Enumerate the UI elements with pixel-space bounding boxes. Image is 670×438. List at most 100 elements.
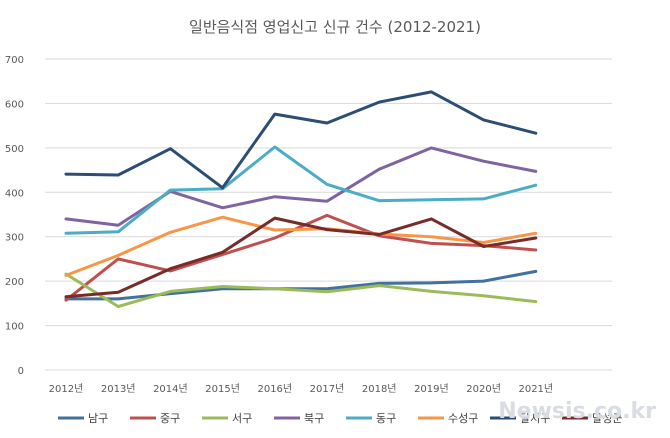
data-point	[221, 251, 224, 254]
data-point	[430, 235, 433, 238]
data-point	[482, 245, 485, 248]
legend-item: 동구	[346, 412, 396, 425]
x-tick-label: 2016년	[257, 383, 292, 395]
data-point	[64, 172, 68, 176]
legend-label: 중구	[160, 412, 180, 425]
data-point	[169, 188, 172, 192]
data-point	[273, 228, 276, 232]
data-point	[221, 186, 224, 190]
data-point	[169, 147, 172, 150]
data-point	[482, 241, 485, 244]
legend-item: 달서구	[490, 412, 550, 425]
data-point	[169, 267, 172, 270]
data-point	[378, 199, 381, 202]
data-point	[169, 231, 172, 234]
data-point	[117, 223, 120, 227]
data-point	[430, 198, 433, 202]
data-point	[534, 270, 537, 273]
data-point	[430, 281, 433, 285]
data-point	[378, 284, 381, 287]
series-line-8	[64, 216, 538, 299]
series-line-4	[64, 146, 538, 227]
x-tick-label: 2012년	[49, 383, 84, 395]
data-point	[221, 206, 224, 210]
data-point	[325, 199, 329, 203]
data-point	[325, 290, 329, 294]
legend-item: 수성구	[418, 412, 478, 425]
data-point	[378, 233, 381, 236]
y-tick-label: 600	[5, 99, 24, 110]
data-point	[117, 173, 120, 177]
data-point	[482, 197, 485, 201]
data-point	[325, 214, 329, 217]
x-tick-label: 2013년	[101, 383, 136, 395]
y-axis: 0 100 200 300 400 500 600 700	[5, 55, 24, 377]
data-point	[534, 170, 537, 173]
data-point	[117, 305, 120, 308]
data-point	[273, 287, 276, 290]
y-tick-label: 100	[5, 322, 24, 333]
data-point	[482, 294, 485, 298]
data-point	[273, 145, 276, 149]
series-line-6	[64, 215, 538, 277]
data-point	[64, 295, 68, 298]
data-point	[430, 242, 433, 245]
series-line-2	[64, 213, 538, 302]
data-point	[169, 290, 172, 293]
legend-label: 수성구	[448, 412, 478, 425]
data-point	[325, 287, 329, 290]
data-point	[378, 282, 381, 285]
data-point	[221, 287, 224, 290]
data-point	[117, 297, 120, 301]
data-point	[64, 231, 68, 235]
series-layer	[64, 90, 538, 308]
data-point	[378, 100, 381, 104]
legend-label: 북구	[304, 412, 324, 425]
data-point	[117, 254, 120, 257]
data-point	[273, 236, 276, 240]
data-point	[221, 285, 224, 288]
data-point	[534, 183, 537, 187]
y-tick-label: 300	[5, 233, 24, 244]
legend-item: 달성군	[562, 412, 622, 425]
x-tick-label: 2015년	[205, 383, 240, 395]
legend-label: 달서구	[520, 412, 550, 425]
chart-title: 일반음식점 영업신고 신규 건수 (2012-2021)	[189, 18, 481, 36]
x-tick-label: 2021년	[518, 383, 553, 395]
data-point	[378, 167, 381, 171]
legend-item: 남구	[58, 412, 108, 425]
legend-item: 북구	[274, 412, 324, 425]
data-point	[64, 274, 68, 277]
y-tick-label: 0	[18, 366, 24, 377]
data-point	[273, 216, 276, 220]
data-point	[430, 217, 433, 221]
legend-item: 중구	[130, 412, 180, 425]
x-tick-label: 2020년	[466, 383, 501, 395]
series-line-5	[64, 145, 538, 235]
y-tick-label: 400	[5, 188, 24, 199]
legend-label: 동구	[376, 412, 396, 425]
data-point	[482, 159, 485, 163]
data-point	[117, 230, 120, 234]
data-point	[534, 300, 537, 303]
x-tick-label: 2017년	[310, 383, 345, 395]
watermark: Newsis.co.kr	[498, 399, 656, 424]
data-point	[117, 257, 120, 261]
data-point	[273, 112, 276, 116]
data-point	[534, 231, 537, 235]
data-point	[482, 279, 485, 283]
data-point	[534, 236, 537, 240]
data-point	[325, 183, 329, 186]
legend-label: 달성군	[592, 412, 622, 425]
legend-label: 남구	[88, 412, 108, 425]
data-point	[430, 290, 433, 293]
series-line-1	[64, 269, 538, 301]
x-tick-label: 2014년	[153, 383, 188, 395]
data-point	[64, 299, 68, 302]
series-line-7	[64, 90, 538, 190]
x-axis: 2012년 2013년 2014년 2015년 2016년 2017년 2018년 2019년…	[49, 383, 553, 395]
series-line-3	[64, 272, 538, 308]
data-point	[221, 215, 224, 219]
